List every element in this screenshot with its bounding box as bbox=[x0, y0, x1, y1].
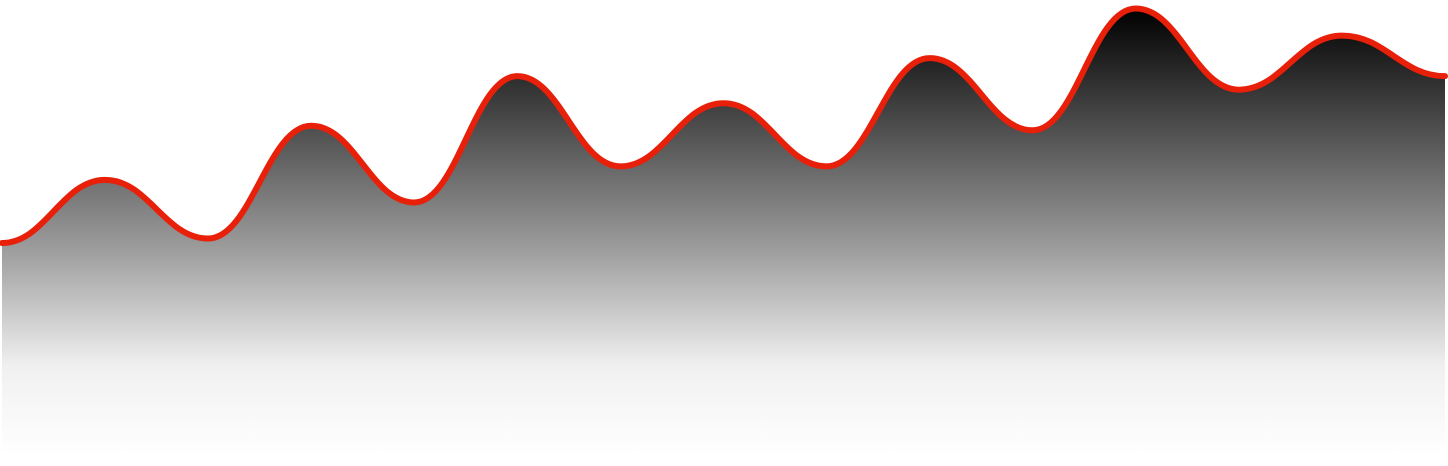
series-0-point-3 bbox=[308, 123, 314, 129]
series-0-point-14 bbox=[1442, 73, 1448, 79]
series-0-point-7 bbox=[721, 100, 727, 106]
series-layer bbox=[0, 5, 1448, 455]
series-0-area bbox=[2, 8, 1445, 455]
series-0-point-1 bbox=[102, 177, 108, 183]
series-0-point-5 bbox=[514, 73, 520, 79]
series-0-point-8 bbox=[824, 163, 830, 169]
series-0-point-2 bbox=[205, 236, 211, 242]
series-0-point-4 bbox=[411, 199, 417, 205]
series-0-point-11 bbox=[1133, 6, 1139, 12]
series-0-point-12 bbox=[1236, 87, 1242, 93]
series-0-point-13 bbox=[1339, 33, 1345, 39]
series-0-point-6 bbox=[617, 163, 623, 169]
series-0-point-9 bbox=[927, 55, 933, 61]
series-0-point-10 bbox=[1030, 127, 1036, 133]
series-0-line bbox=[0, 5, 1448, 247]
